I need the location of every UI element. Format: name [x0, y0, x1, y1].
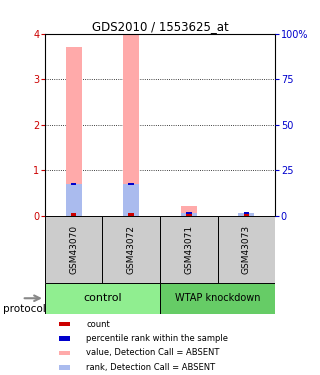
- Bar: [160, 283, 275, 314]
- Bar: [59, 336, 70, 341]
- Bar: [123, 184, 139, 216]
- Bar: [244, 212, 249, 214]
- Text: GSM43071: GSM43071: [184, 225, 193, 274]
- Bar: [160, 216, 218, 283]
- Bar: [128, 213, 134, 216]
- Bar: [238, 213, 254, 216]
- Bar: [59, 351, 70, 355]
- Bar: [66, 47, 82, 216]
- Bar: [45, 216, 102, 283]
- Bar: [218, 216, 275, 283]
- Text: control: control: [83, 293, 122, 303]
- Bar: [244, 213, 249, 216]
- Text: GSM43073: GSM43073: [242, 225, 251, 274]
- Bar: [66, 184, 82, 216]
- Text: value, Detection Call = ABSENT: value, Detection Call = ABSENT: [86, 348, 220, 357]
- Bar: [128, 183, 134, 185]
- Text: rank, Detection Call = ABSENT: rank, Detection Call = ABSENT: [86, 363, 215, 372]
- Bar: [123, 34, 139, 216]
- Bar: [181, 206, 197, 216]
- Text: WTAP knockdown: WTAP knockdown: [175, 293, 260, 303]
- Bar: [71, 213, 76, 216]
- Bar: [181, 213, 197, 216]
- Bar: [71, 183, 76, 185]
- Text: count: count: [86, 320, 110, 328]
- Text: GSM43072: GSM43072: [127, 225, 136, 274]
- Text: GSM43070: GSM43070: [69, 225, 78, 274]
- Title: GDS2010 / 1553625_at: GDS2010 / 1553625_at: [92, 20, 228, 33]
- Bar: [59, 322, 70, 327]
- Bar: [59, 365, 70, 369]
- Text: percentile rank within the sample: percentile rank within the sample: [86, 334, 228, 343]
- Bar: [186, 213, 192, 216]
- Text: protocol: protocol: [3, 304, 46, 314]
- Bar: [186, 212, 192, 214]
- Bar: [102, 216, 160, 283]
- Bar: [45, 283, 160, 314]
- Bar: [238, 213, 254, 216]
